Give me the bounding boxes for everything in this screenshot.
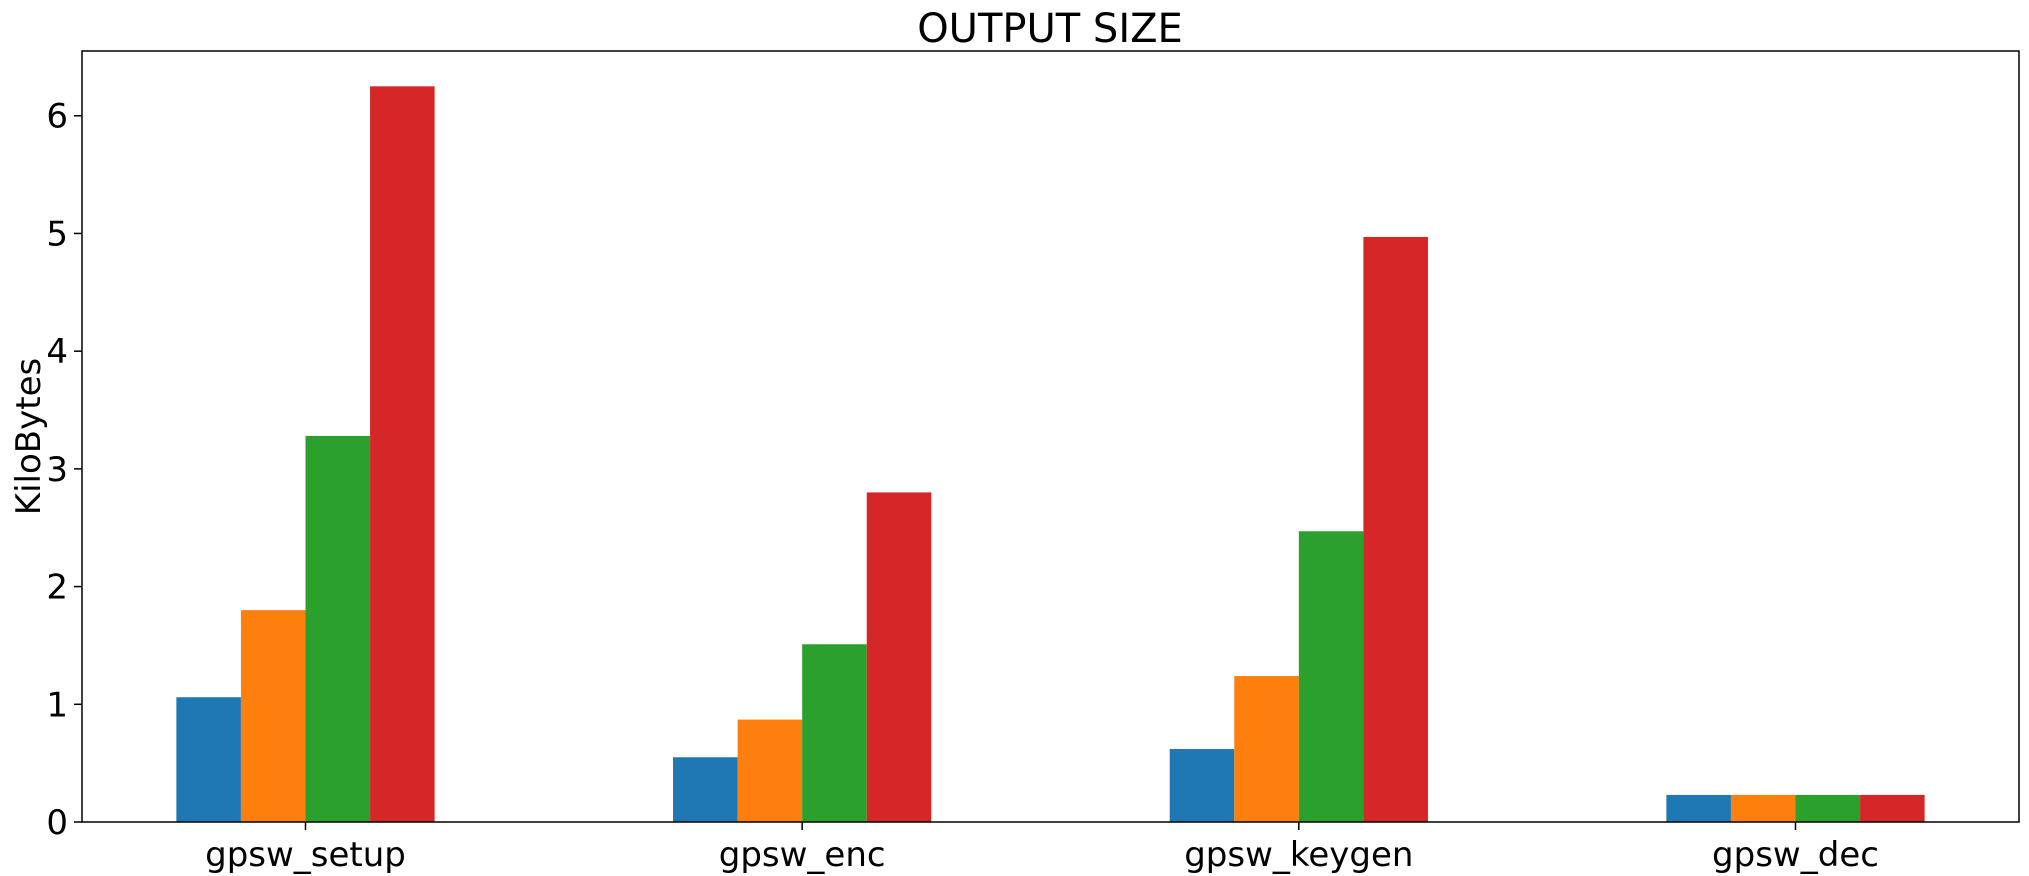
- y-tick-label: 4: [46, 332, 68, 372]
- bar-gpsw_keygen-series-2: [1234, 676, 1299, 822]
- bars-group: [176, 86, 1925, 822]
- x-tick-label-gpsw_keygen: gpsw_keygen: [1184, 835, 1413, 875]
- y-tick-label: 5: [46, 214, 68, 254]
- plot-frame: [81, 50, 2020, 823]
- bar-gpsw_dec-series-4: [1860, 794, 1925, 822]
- y-axis-label: KiloBytes: [9, 358, 49, 515]
- y-tick-label: 3: [46, 450, 68, 490]
- bar-gpsw_keygen-series-3: [1298, 531, 1364, 822]
- y-tick-label: 2: [46, 568, 68, 608]
- bar-gpsw_enc-series-1: [673, 757, 738, 822]
- y-tick-label: 0: [46, 803, 68, 843]
- bar-gpsw_setup-series-4: [370, 86, 435, 822]
- x-axis-ticks: gpsw_setup gpsw_enc gpsw_keygen gpsw_dec: [205, 822, 1879, 875]
- bar-gpsw_dec-series-2: [1730, 794, 1796, 822]
- bar-gpsw_dec-series-3: [1795, 794, 1861, 822]
- bar-gpsw_setup-series-1: [176, 697, 241, 822]
- bar-gpsw_enc-series-3: [802, 644, 867, 822]
- bar-gpsw_keygen-series-4: [1363, 236, 1428, 822]
- x-tick-label-gpsw_setup: gpsw_setup: [205, 835, 406, 875]
- chart-title: OUTPUT SIZE: [917, 6, 1183, 52]
- bar-gpsw_keygen-series-1: [1169, 749, 1235, 822]
- y-tick-label: 6: [46, 97, 68, 137]
- bar-gpsw_enc-series-4: [866, 492, 932, 822]
- bar-gpsw_setup-series-2: [240, 610, 306, 822]
- y-tick-label: 1: [46, 685, 68, 725]
- x-tick-label-gpsw_dec: gpsw_dec: [1712, 835, 1879, 875]
- y-axis-ticks: 0 1 2 3 4 5 6: [46, 97, 82, 843]
- bar-gpsw_enc-series-2: [737, 719, 803, 822]
- bar-gpsw_setup-series-3: [305, 435, 371, 822]
- bar-gpsw_dec-series-1: [1666, 794, 1731, 822]
- x-tick-label-gpsw_enc: gpsw_enc: [719, 835, 886, 875]
